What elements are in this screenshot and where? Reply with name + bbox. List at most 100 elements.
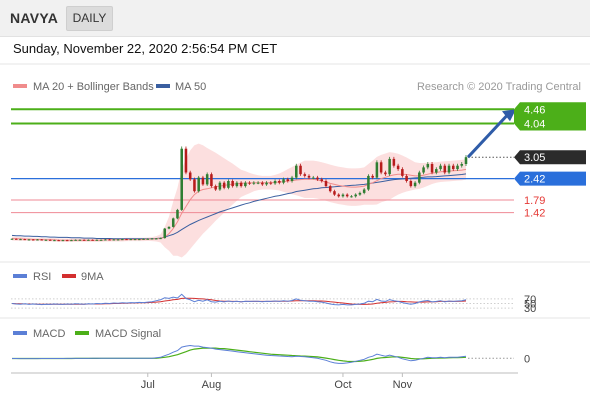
candle — [447, 163, 451, 175]
macd-panel: 0 — [12, 344, 530, 365]
current-price-tag: 3.05 — [514, 150, 586, 165]
candle — [282, 177, 285, 185]
macd-line — [12, 344, 467, 364]
candle — [311, 175, 315, 180]
candle — [439, 163, 442, 171]
legend-label-rsi-9ma: 9MA — [81, 271, 104, 283]
legend-swatch-ma20 — [13, 84, 27, 88]
candle — [61, 239, 65, 242]
candle — [307, 174, 311, 180]
legend-swatch-macd — [13, 331, 27, 335]
candle — [197, 175, 200, 193]
candle — [256, 181, 260, 185]
candle — [205, 172, 209, 186]
rsi-tick-label: 30 — [524, 303, 536, 315]
candle — [324, 179, 328, 188]
candle — [31, 239, 35, 241]
candle — [367, 174, 370, 191]
candle — [278, 179, 281, 185]
candle — [379, 160, 383, 175]
candle — [235, 181, 239, 188]
candle — [184, 146, 188, 175]
candle — [350, 195, 353, 198]
candle — [121, 238, 124, 241]
candle — [104, 239, 107, 241]
pivot-tag-text: 2.42 — [524, 174, 545, 186]
candle — [19, 238, 22, 241]
ma50-line — [11, 173, 467, 240]
candle — [239, 181, 243, 188]
legend-label-macd: MACD — [33, 328, 65, 340]
candle — [451, 163, 455, 171]
candle — [176, 208, 179, 220]
x-tick-label: Jul — [141, 379, 155, 391]
candle — [222, 181, 226, 190]
candle — [333, 189, 336, 196]
candle — [154, 238, 158, 240]
candle — [27, 239, 31, 241]
candle — [125, 238, 128, 241]
candle — [405, 174, 408, 183]
legend-label-macd-signal: MACD Signal — [95, 328, 161, 340]
candle — [95, 239, 99, 241]
current-price-tag-text: 3.05 — [524, 152, 545, 164]
candle — [231, 179, 234, 188]
candle — [116, 239, 120, 241]
candle — [10, 238, 14, 240]
candle — [273, 179, 277, 185]
x-tick-label: Nov — [393, 379, 413, 391]
macd-tick-label: 0 — [524, 353, 530, 365]
legend-swatch-macd-signal — [75, 331, 89, 335]
forecast-arrowhead — [502, 109, 516, 122]
candle — [358, 191, 362, 196]
candle — [44, 239, 48, 241]
candle — [146, 238, 150, 240]
candle — [87, 239, 90, 241]
candle — [422, 165, 425, 175]
credit-text: Research © 2020 Trading Central — [417, 81, 581, 93]
candle — [286, 177, 290, 183]
candle — [261, 181, 264, 186]
candle — [36, 239, 39, 241]
candle — [180, 146, 183, 211]
candle — [70, 239, 73, 242]
candle — [159, 237, 162, 240]
candle — [295, 163, 298, 180]
candle — [78, 239, 82, 241]
candle — [443, 163, 447, 175]
level-4-46-text: 4.46 — [524, 104, 545, 116]
candle — [167, 226, 171, 230]
legend-label-ma20: MA 20 + Bollinger Bands — [33, 81, 154, 93]
candle — [142, 238, 145, 240]
candle — [214, 184, 217, 191]
candle — [53, 239, 56, 242]
candle — [91, 239, 94, 241]
period-button[interactable]: DAILY — [66, 6, 113, 31]
candle — [138, 238, 141, 241]
candle — [418, 170, 421, 185]
candle — [210, 172, 213, 188]
top-bar: NAVYA DAILY — [0, 0, 590, 37]
candle — [456, 163, 459, 171]
candle — [150, 238, 154, 240]
candle — [426, 162, 430, 170]
candle — [328, 184, 332, 193]
candle — [392, 156, 396, 168]
candle — [290, 175, 294, 183]
legend-swatch-rsi-9ma — [62, 274, 76, 278]
candle — [133, 238, 137, 241]
candle — [129, 238, 133, 241]
candle — [303, 172, 307, 178]
rsi-line — [11, 293, 467, 306]
candle — [269, 181, 273, 185]
candle — [112, 239, 116, 241]
candle — [337, 193, 340, 198]
candle — [345, 193, 349, 198]
candle — [464, 155, 468, 166]
candle — [40, 239, 43, 241]
candle — [252, 181, 256, 185]
candle — [341, 193, 345, 198]
candle — [227, 179, 230, 190]
